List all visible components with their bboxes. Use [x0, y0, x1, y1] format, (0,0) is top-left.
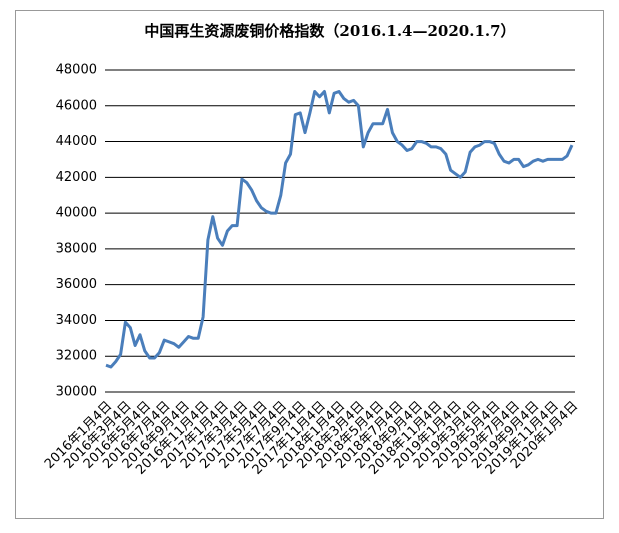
y-tick-label: 30000: [56, 385, 97, 400]
chart-frame: [15, 10, 604, 519]
y-tick-label: 44000: [56, 134, 97, 149]
line-series: [105, 90, 574, 369]
y-tick-label: 36000: [56, 277, 97, 292]
y-tick-label: 40000: [56, 206, 97, 221]
y-tick-label: 38000: [56, 241, 97, 256]
chart-title: 中国再生资源废铜价格指数（2016.1.4—2020.1.7）: [144, 22, 515, 40]
y-tick-label: 42000: [56, 170, 97, 185]
y-tick-label: 34000: [56, 313, 97, 328]
y-tick-label: 32000: [56, 349, 97, 364]
y-tick-label: 48000: [56, 63, 97, 78]
y-tick-label: 46000: [56, 98, 97, 113]
